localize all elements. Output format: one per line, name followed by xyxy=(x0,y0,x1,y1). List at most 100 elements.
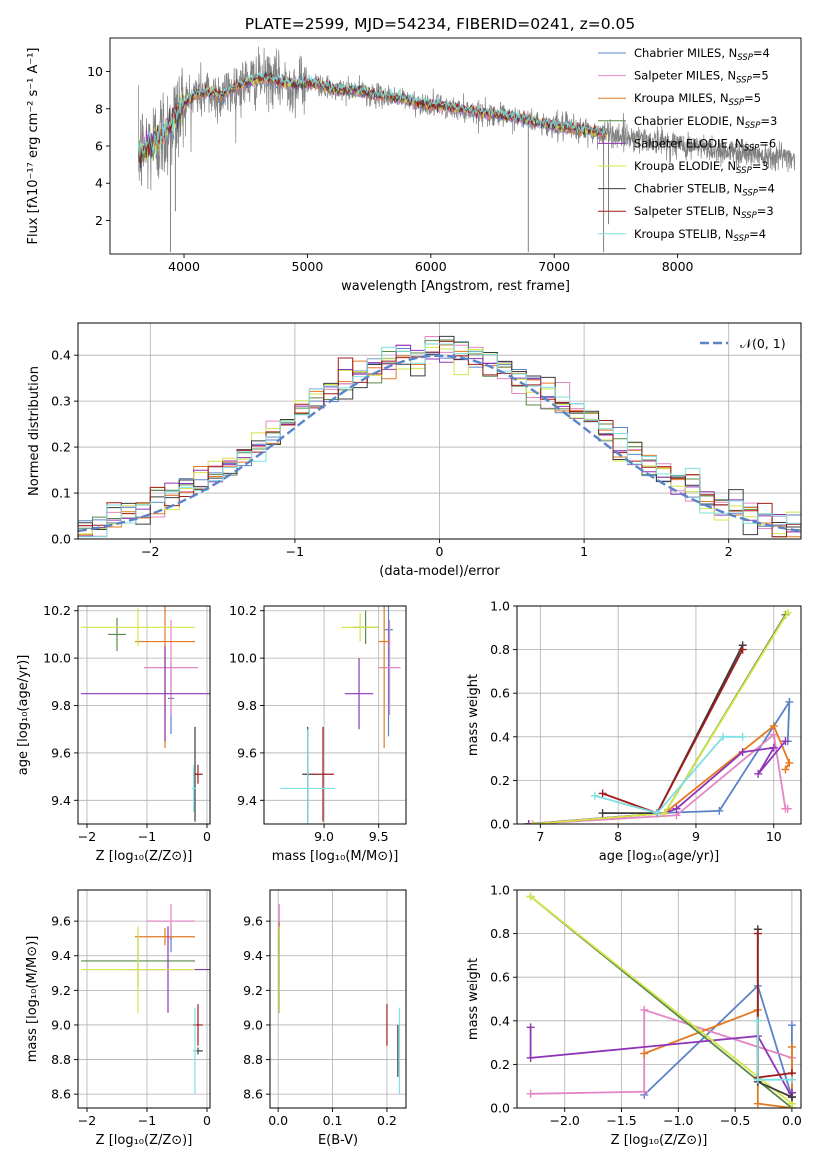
y-tick-label: 0.0 xyxy=(490,817,510,832)
figure-title: PLATE=2599, MJD=54234, FIBERID=0241, z=0… xyxy=(245,15,635,33)
weight-marker-kroupa_miles xyxy=(640,1049,649,1058)
weight-marker-kroupa_miles xyxy=(787,1042,796,1051)
weight-marker-salpeter_elodie xyxy=(754,769,763,778)
x-tick-label: 9.5 xyxy=(369,829,389,844)
x-tick-label: −2 xyxy=(141,544,159,559)
y-tick-label: 9.6 xyxy=(51,914,71,929)
y-tick-label: 8.6 xyxy=(243,1087,263,1102)
legend-subscript: SSP xyxy=(734,234,750,244)
x-tick-label: 1 xyxy=(580,544,588,559)
plot-area xyxy=(78,323,801,539)
weight-marker-salpeter_miles xyxy=(783,804,792,813)
model-line-salpeter_stelib xyxy=(137,72,608,164)
legend-tail: =3 xyxy=(757,204,774,218)
panel-mass_vs_EBV: 0.0 0.1 0.2 8.6 8.8 9.0 9.2 9.4 9.6 E(B-V) xyxy=(243,889,407,1148)
weight-marker-kroupa_elodie xyxy=(787,1104,796,1108)
y-tick-label: 10.0 xyxy=(229,651,257,666)
y-tick-label: 9.2 xyxy=(51,983,71,998)
legend-entry-salpeter_miles: Salpeter MILES, NSSP=5 xyxy=(634,69,769,86)
weight-line-chabrier_stelib xyxy=(602,644,744,814)
legend-entry-chabrier_miles: Chabrier MILES, NSSP=4 xyxy=(634,46,770,63)
legend-tail: =4 xyxy=(749,227,766,241)
weight-marker-kroupa_elodie xyxy=(528,820,537,824)
y-axis-label: mass weight xyxy=(466,958,481,1040)
x-axis-label: mass [log₁₀(M/M⊙)] xyxy=(272,849,399,864)
legend-entry-kroupa_miles: Kroupa MILES, NSSP=5 xyxy=(634,91,761,108)
y-tick-label: 9.8 xyxy=(237,698,257,713)
x-tick-label: 8000 xyxy=(662,259,694,274)
axes-frame-top xyxy=(77,889,211,1109)
y-tick-label: 9.0 xyxy=(243,1017,263,1032)
axes-frame-top xyxy=(516,605,802,825)
weight-marker-salpeter_stelib xyxy=(598,789,607,798)
panel-spectrum: 4000 5000 6000 7000 8000 2 4 6 8 10 wavelength [An… xyxy=(26,37,802,294)
y-tick-label: 10 xyxy=(87,64,103,79)
weight-marker-salpeter_stelib xyxy=(738,645,747,654)
legend-entry-chabrier_stelib: Chabrier STELIB, NSSP=4 xyxy=(634,182,775,199)
legend-tail: =3 xyxy=(752,159,769,173)
weight-marker-kroupa_elodie xyxy=(783,608,792,617)
x-tick-label: 5000 xyxy=(292,259,324,274)
plot-area xyxy=(517,890,801,1108)
x-axis-label: (data-model)/error xyxy=(379,564,500,579)
model-line-kroupa_stelib xyxy=(137,71,608,157)
y-tick-label: 9.6 xyxy=(51,745,71,760)
legend-entry-chabrier_elodie: Chabrier ELODIE, NSSP=3 xyxy=(634,114,777,131)
x-tick-label: 0.1 xyxy=(323,1113,343,1128)
plot-area xyxy=(78,606,210,824)
legend-subscript: SSP xyxy=(741,211,757,221)
x-tick-label: −0.5 xyxy=(720,1113,750,1128)
legend-tail: =5 xyxy=(752,69,769,83)
weight-line-kroupa_stelib xyxy=(756,1020,792,1081)
weight-marker-chabrier_miles xyxy=(785,697,794,706)
y-tick-label: 9.8 xyxy=(51,698,71,713)
weight-marker-chabrier_stelib xyxy=(598,809,607,818)
x-tick-label: 0 xyxy=(203,1113,211,1128)
weight-line-salpeter_miles xyxy=(530,1008,793,1095)
y-tick-label: 0.8 xyxy=(490,642,510,657)
x-tick-label: −1 xyxy=(138,1113,156,1128)
y-tick-label: 8.8 xyxy=(51,1052,71,1067)
y-tick-label: 9.0 xyxy=(51,1017,71,1032)
spectrum-legend: Chabrier MILES, NSSP=4 Salpeter MILES, NS… xyxy=(598,46,777,244)
y-tick-label: 9.4 xyxy=(243,948,263,963)
weight-marker-kroupa_stelib xyxy=(738,732,747,741)
legend-tail: =3 xyxy=(760,114,777,128)
weight-marker-kroupa_miles xyxy=(781,765,790,774)
y-tick-label: 0.0 xyxy=(51,532,71,547)
legend-tail: =6 xyxy=(759,136,776,150)
panel-mass_vs_Z: −2 −1 0 8.6 8.8 9.0 9.2 9.4 9.6 Z [log₁₀(Z/Z⊙)] ma… xyxy=(25,889,211,1148)
weight-marker-kroupa_stelib xyxy=(787,1075,796,1084)
y-axis-label: age [log₁₀(age/yr)] xyxy=(16,655,31,776)
panel-weight_vs_age: 7 8 9 10 0.0 0.2 0.4 0.6 0.8 1.0 age [log₁₀(age/yr… xyxy=(466,599,802,864)
y-tick-label: 0.8 xyxy=(490,926,510,941)
plot-area xyxy=(517,606,801,824)
y-tick-label: 8.6 xyxy=(51,1087,71,1102)
x-tick-label: 9.0 xyxy=(314,829,334,844)
legend-subscript: SSP xyxy=(744,143,760,153)
legend-entry-salpeter_elodie: Salpeter ELODIE, NSSP=6 xyxy=(634,136,776,153)
y-axis-label: Normed distribution xyxy=(27,366,42,496)
weight-marker-chabrier_miles xyxy=(787,1021,796,1030)
weight-marker-salpeter_miles xyxy=(640,1005,649,1014)
x-tick-label: −2 xyxy=(78,1113,96,1128)
weight-marker-chabrier_stelib xyxy=(787,1093,796,1102)
weight-line-salpeter_elodie xyxy=(529,1027,793,1101)
axes-frame xyxy=(77,605,211,825)
y-tick-label: 10.0 xyxy=(43,651,71,666)
axes-frame xyxy=(269,889,407,1109)
gaussian-curve xyxy=(78,354,801,533)
legend-tail: =4 xyxy=(753,46,770,60)
legend-entry-kroupa_elodie: Kroupa ELODIE, NSSP=3 xyxy=(634,159,769,176)
x-tick-label: 0.0 xyxy=(268,1113,288,1128)
y-tick-label: 0.2 xyxy=(51,440,71,455)
x-axis-label: age [log₁₀(age/yr)] xyxy=(599,849,720,864)
x-tick-label: −2.0 xyxy=(550,1113,580,1128)
x-tick-label: −1.0 xyxy=(663,1113,693,1128)
y-tick-label: 9.4 xyxy=(237,793,257,808)
legend-subscript: SSP xyxy=(736,76,752,86)
y-tick-label: 1.0 xyxy=(490,599,510,614)
y-tick-label: 10.2 xyxy=(229,603,257,618)
x-tick-label: 0.0 xyxy=(782,1113,802,1128)
axes-frame-top xyxy=(263,605,407,825)
